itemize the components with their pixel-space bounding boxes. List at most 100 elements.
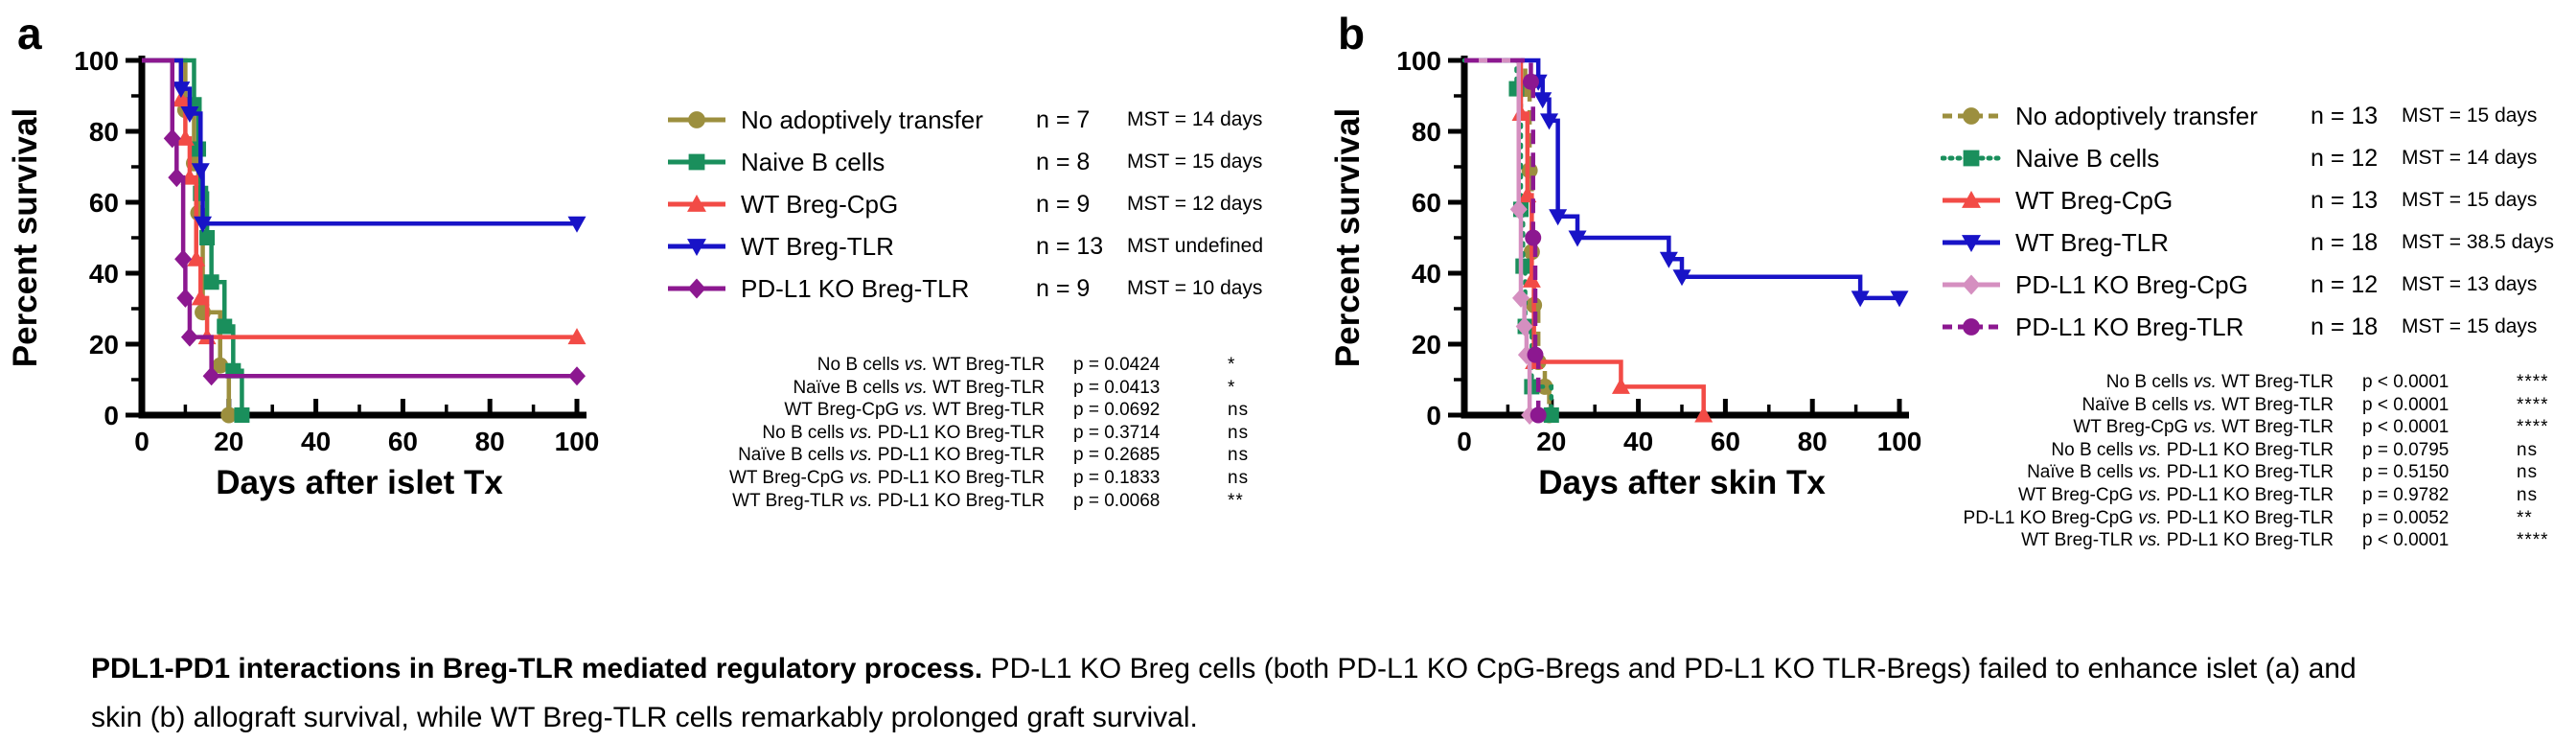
stat-row: WT Breg-CpG vs. PD-L1 KO Breg-TLR p = 0.1… — [652, 467, 1275, 490]
legend-series-name: WT Breg-CpG — [2015, 185, 2174, 215]
legend-series-name: Naive B cells — [741, 147, 886, 176]
stat-pvalue: p = 0.9782 — [2362, 484, 2450, 505]
circle-legend-swatch-icon — [668, 111, 725, 128]
x-axis-title: Days after islet Tx — [216, 464, 503, 501]
diamond-marker-icon — [1515, 316, 1533, 336]
svg-text:60: 60 — [388, 427, 418, 456]
legend-mst-value: MST = 15 days — [1127, 151, 1263, 173]
stat-row: WT Breg-CpG vs. WT Breg-TLR p < 0.0001 ***… — [1931, 416, 2564, 439]
square-marker-icon — [1515, 258, 1531, 274]
svg-text:40: 40 — [301, 427, 331, 456]
circle-marker-icon — [1963, 107, 1980, 125]
triangle-down-marker-icon — [687, 239, 706, 256]
stat-row: No B cells vs. WT Breg-TLR p = 0.0424 * — [652, 354, 1275, 377]
stat-significance: * — [1228, 355, 1236, 375]
stat-pvalue: p = 0.0068 — [1073, 490, 1161, 511]
svg-text:100: 100 — [555, 427, 600, 456]
triangle-down-marker-icon — [1672, 269, 1691, 287]
svg-text:0: 0 — [134, 427, 150, 456]
diamond-marker-icon — [180, 327, 198, 347]
legend-n-value: n = 9 — [1036, 274, 1091, 302]
circle-marker-icon — [688, 111, 705, 128]
square-marker-icon — [1963, 150, 1980, 167]
circle-legend-swatch-icon — [1943, 318, 2000, 336]
stat-pvalue: p = 0.5150 — [2362, 462, 2450, 483]
svg-text:0: 0 — [1426, 401, 1441, 430]
svg-text:80: 80 — [475, 427, 505, 456]
stat-pvalue: p < 0.0001 — [2362, 530, 2450, 551]
stat-row: WT Breg-TLR vs. PD-L1 KO Breg-TLR p < 0.0… — [1931, 529, 2564, 552]
legend-item: WT Breg-TLR n = 13 MST undefined — [666, 225, 1299, 267]
stat-significance: ns — [1228, 445, 1250, 466]
legend-series-name: PD-L1 KO Breg-TLR — [2015, 312, 2244, 341]
circle-marker-icon — [1525, 229, 1542, 246]
stat-significance: **** — [2517, 394, 2549, 415]
y-axis-title: Percent survival — [1329, 108, 1367, 367]
triangle-up-marker-icon — [1522, 270, 1541, 288]
svg-text:40: 40 — [89, 259, 119, 289]
panel-b-label: b — [1338, 9, 1366, 58]
diamond-marker-icon — [568, 366, 586, 386]
legend-mst-value: MST = 13 days — [2402, 273, 2538, 295]
stat-comparison: No B cells vs. PD-L1 KO Breg-TLR — [2051, 439, 2334, 460]
triangle-up-marker-icon — [1694, 406, 1714, 423]
svg-text:20: 20 — [1536, 427, 1566, 456]
stat-pvalue: p = 0.0413 — [1073, 377, 1161, 398]
stats-skin: No B cells vs. WT Breg-TLR p < 0.0001 ****… — [1931, 371, 2564, 552]
square-marker-icon — [234, 407, 250, 423]
diamond-legend-swatch-icon — [668, 278, 725, 299]
stat-pvalue: p = 0.1833 — [1073, 467, 1161, 488]
legend-item: Naive B cells n = 12 MST = 14 days — [1941, 137, 2573, 179]
legend-item: PD-L1 KO Breg-TLR n = 9 MST = 10 days — [666, 267, 1299, 310]
square-marker-icon — [199, 230, 216, 245]
stat-significance: ns — [2517, 462, 2539, 483]
legend-series-name: No adoptively transfer — [741, 104, 983, 134]
legend-n-value: n = 12 — [2311, 144, 2379, 172]
stat-comparison: Naïve B cells vs. PD-L1 KO Breg-TLR — [738, 445, 1045, 466]
survival-chart-islet: 0 20 40 60 80 100 0 20 40 60 80 100 Days after islet… — [7, 46, 600, 501]
caption-bold-lead: PDL1-PD1 interactions in Breg-TLR mediat… — [91, 653, 983, 684]
triangle-up-marker-icon — [172, 90, 191, 107]
legend-series-name: PD-L1 KO Breg-TLR — [741, 273, 970, 303]
svg-text:80: 80 — [1798, 427, 1828, 456]
svg-text:0: 0 — [104, 401, 119, 430]
caption-body: PD-L1 KO Breg cells (both PD-L1 KO CpG-B… — [91, 653, 2357, 733]
stat-significance: * — [1228, 377, 1236, 398]
triangle-up-marker-icon — [687, 195, 706, 212]
svg-text:20: 20 — [214, 427, 243, 456]
diamond-marker-icon — [1509, 199, 1528, 220]
svg-text:40: 40 — [1412, 259, 1441, 289]
triangle-down-marker-icon — [1890, 290, 1909, 308]
stat-row: No B cells vs. PD-L1 KO Breg-TLR p = 0.07… — [1931, 439, 2564, 462]
legend-n-value: n = 12 — [2311, 270, 2379, 298]
stat-pvalue: p = 0.0052 — [2362, 507, 2450, 528]
triangle-down-marker-icon — [1851, 290, 1870, 308]
stat-comparison: PD-L1 KO Breg-CpG vs. PD-L1 KO Breg-TLR — [1963, 507, 2334, 528]
circle-marker-icon — [1530, 406, 1547, 424]
diamond-marker-icon — [1512, 288, 1530, 308]
svg-text:20: 20 — [89, 330, 119, 359]
stat-significance: ns — [2517, 484, 2539, 505]
triangle-up-legend-swatch-icon — [1943, 191, 2000, 208]
diamond-legend-swatch-icon — [1943, 274, 2000, 295]
legend-mst-value: MST = 12 days — [1127, 193, 1263, 215]
triangle-down-legend-swatch-icon — [668, 239, 725, 256]
triangle-down-marker-icon — [1568, 230, 1587, 247]
legend-item: PD-L1 KO Breg-TLR n = 18 MST = 15 days — [1941, 306, 2573, 348]
circle-marker-icon — [212, 357, 229, 374]
diamond-marker-icon — [163, 128, 181, 149]
stat-significance: ns — [2517, 439, 2539, 460]
circle-marker-icon — [220, 406, 238, 424]
legend-item: WT Breg-CpG n = 13 MST = 15 days — [1941, 179, 2573, 221]
survival-chart-skin: 0 20 40 60 80 100 0 20 40 60 80 100 Days after skin … — [1329, 46, 1921, 501]
legend-n-value: n = 8 — [1036, 148, 1091, 175]
square-legend-swatch-icon — [1941, 150, 2002, 167]
diamond-marker-icon — [168, 168, 186, 188]
stat-comparison: WT Breg-CpG vs. PD-L1 KO Breg-TLR — [728, 467, 1045, 488]
stat-significance: **** — [2517, 417, 2549, 438]
stat-significance: ns — [1228, 422, 1250, 443]
stat-row: PD-L1 KO Breg-CpG vs. PD-L1 KO Breg-TLR p… — [1931, 507, 2564, 530]
diamond-marker-icon — [202, 366, 220, 386]
panel-a-label: a — [17, 9, 42, 58]
